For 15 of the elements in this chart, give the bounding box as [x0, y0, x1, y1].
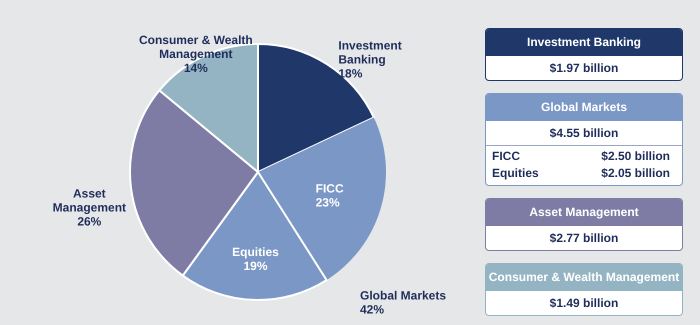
- slice-label: Investment Banking: [338, 38, 402, 66]
- info-card: Investment Banking $1.97 billion: [485, 28, 683, 81]
- info-card: Consumer & Wealth Management $1.49 billion: [485, 263, 683, 316]
- info-card: Asset Management $2.77 billion: [485, 198, 683, 251]
- data-label: 19%: [243, 258, 268, 273]
- slice-label: FICC: [316, 182, 344, 196]
- text: Global Markets 42%: [360, 288, 446, 316]
- info-card: Global Markets $4.55 billion FICC $2.50 billion Equities $2.05 billion: [485, 93, 683, 186]
- data-label: 23%: [316, 196, 340, 210]
- data-label: 18%: [338, 66, 363, 80]
- slice-label: Equities: [232, 244, 280, 259]
- data-label: 26%: [77, 214, 102, 228]
- slice-label: Asset Management: [52, 186, 126, 214]
- data-label: 14%: [184, 60, 208, 75]
- slice-label: Consumer & Wealth Management: [138, 32, 253, 61]
